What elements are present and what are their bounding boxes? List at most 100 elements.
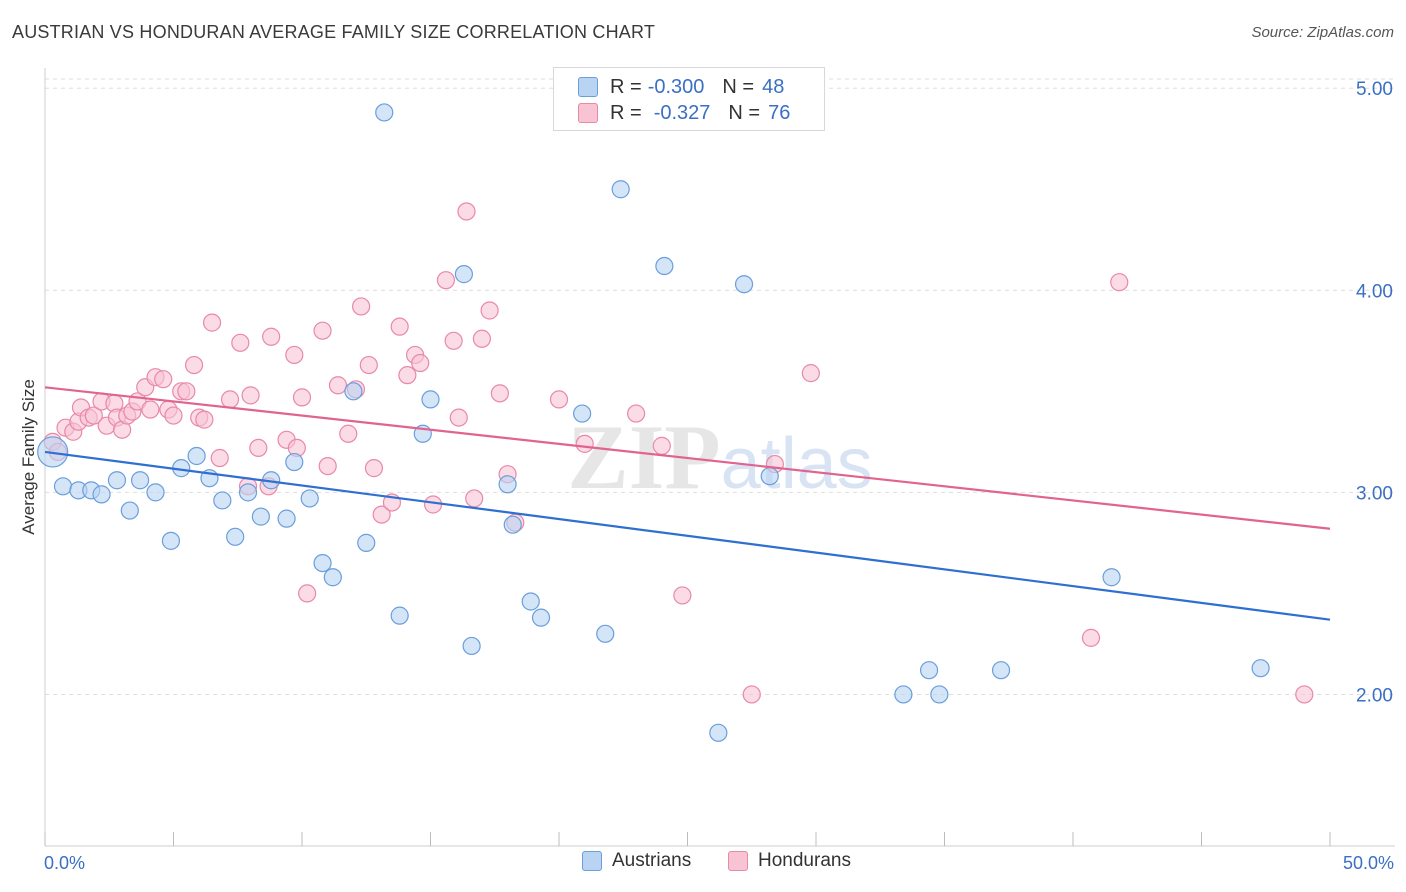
honduran-point xyxy=(364,459,384,478)
austrian-point xyxy=(655,256,674,276)
honduran-point xyxy=(249,438,268,458)
axis-labels: 2.00 3.00 4.00 5.00 0.0% 50.0% Average Family … xyxy=(19,79,1394,873)
legend-n-label: N = xyxy=(728,101,761,124)
honduran-point xyxy=(575,434,594,453)
austrian-point xyxy=(277,509,296,528)
honduran-swatch xyxy=(578,103,598,123)
legend-item-hondurans[interactable]: Hondurans xyxy=(728,850,851,872)
austrian-point xyxy=(251,507,270,526)
y-tick-label: 5.00 xyxy=(1356,79,1393,100)
honduran-point xyxy=(472,329,491,348)
legend-r-label: R = xyxy=(610,75,642,98)
austrian-point xyxy=(285,452,304,472)
austrian-point xyxy=(375,103,394,122)
honduran-point xyxy=(359,355,378,375)
austrian-point xyxy=(709,723,728,742)
austrian-trend-line xyxy=(44,450,1331,621)
honduran-trend-line xyxy=(44,386,1331,530)
honduran-point xyxy=(195,410,214,429)
legend-r-value: -0.300 xyxy=(647,75,705,98)
honduran-point xyxy=(490,384,509,403)
austrian-point xyxy=(531,608,551,627)
source-credit: Source: ZipAtlas.com xyxy=(1251,24,1394,41)
honduran-point xyxy=(449,408,468,427)
honduran-point xyxy=(339,424,358,443)
chart-title: AUSTRIAN VS HONDURAN AVERAGE FAMILY SIZE… xyxy=(12,22,656,42)
honduran-point xyxy=(372,505,391,524)
honduran-point xyxy=(184,355,204,375)
honduran-point xyxy=(436,271,456,290)
honduran-point xyxy=(1081,628,1101,647)
austrian-point xyxy=(991,661,1011,680)
correlation-legend: R = -0.300 N = 48 R = -0.327 N = 76 xyxy=(553,67,825,131)
honduran-point xyxy=(202,313,222,332)
honduran-point xyxy=(231,333,250,352)
honduran-point xyxy=(84,406,103,425)
austrian-point xyxy=(92,485,111,504)
austrian-point xyxy=(130,471,150,490)
y-tick-label: 4.00 xyxy=(1356,281,1393,302)
honduran-point xyxy=(673,586,692,605)
honduran-swatch xyxy=(728,851,748,871)
honduran-point xyxy=(220,390,240,409)
legend-item-austrians[interactable]: Austrians xyxy=(582,850,691,872)
honduran-point xyxy=(328,376,348,395)
austrian-point xyxy=(1251,659,1270,678)
legend-row-austrians: R = -0.300 N = 48 xyxy=(578,74,784,100)
trend-lines xyxy=(44,386,1331,621)
honduran-point xyxy=(1295,685,1314,704)
honduran-point xyxy=(318,456,337,476)
legend-r-value: -0.327 xyxy=(653,101,711,124)
austrian-point xyxy=(498,475,517,494)
honduran-point xyxy=(154,370,173,389)
austrian-point xyxy=(894,685,913,704)
legend-r-label: R = xyxy=(610,101,642,124)
honduran-point xyxy=(210,448,229,468)
austrian-point xyxy=(919,661,939,680)
legend-item-label: Austrians xyxy=(612,850,692,871)
austrian-point xyxy=(760,467,779,486)
honduran-point xyxy=(164,406,183,425)
honduran-point xyxy=(480,301,499,320)
austrian-point xyxy=(187,446,206,466)
honduran-point xyxy=(285,345,304,365)
austrian-point xyxy=(462,636,481,656)
austrian-point xyxy=(238,483,258,502)
austrian-point xyxy=(573,404,592,423)
austrian-point xyxy=(1102,568,1121,587)
austrian-points xyxy=(37,103,1270,742)
legend-n-label: N = xyxy=(722,75,755,98)
x-tick-label: 0.0% xyxy=(44,853,85,873)
y-axis-title: Average Family Size xyxy=(19,379,38,535)
austrian-swatch xyxy=(578,77,598,97)
austrian-point xyxy=(596,624,615,643)
austrian-point xyxy=(930,685,949,704)
honduran-point xyxy=(298,584,317,603)
austrian-point xyxy=(390,606,409,625)
austrian-swatch xyxy=(582,851,602,871)
honduran-point xyxy=(457,202,476,221)
austrian-point xyxy=(161,531,181,550)
legend-item-label: Hondurans xyxy=(758,850,851,871)
austrian-point xyxy=(521,592,540,611)
legend-n-value: 76 xyxy=(768,101,791,124)
austrian-point xyxy=(421,390,440,409)
honduran-point xyxy=(465,489,484,508)
honduran-point xyxy=(262,327,281,346)
honduran-point xyxy=(1110,273,1129,292)
honduran-point xyxy=(411,353,430,373)
honduran-point xyxy=(352,297,371,316)
series-legend: Austrians Hondurans xyxy=(0,850,1406,880)
austrian-point xyxy=(226,527,245,546)
honduran-point xyxy=(241,386,260,405)
legend-row-hondurans: R = -0.327 N = 76 xyxy=(578,100,790,126)
austrian-point xyxy=(213,491,232,510)
honduran-point xyxy=(626,404,646,423)
austrian-point xyxy=(300,489,319,508)
honduran-point xyxy=(444,331,463,350)
honduran-point xyxy=(398,366,417,385)
honduran-point xyxy=(177,382,196,401)
legend-n-value: 48 xyxy=(762,75,785,98)
austrian-point xyxy=(107,471,127,490)
